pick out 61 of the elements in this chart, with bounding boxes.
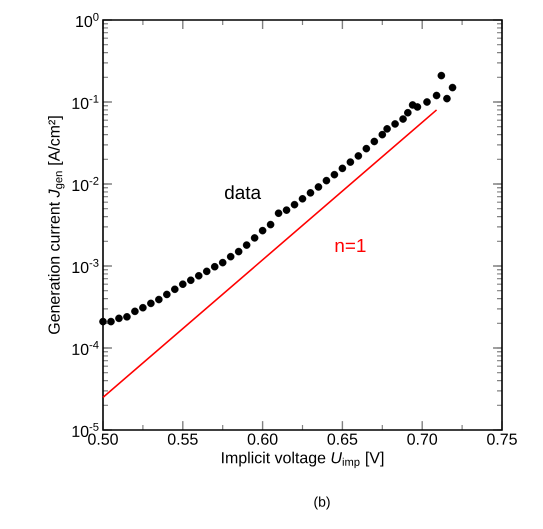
x-axis-title: Implicit voltage U$_{imp}$ [V] — [222, 452, 384, 468]
point — [399, 115, 407, 123]
point — [107, 318, 115, 326]
point — [171, 286, 179, 294]
point — [370, 138, 378, 146]
point — [346, 158, 354, 166]
point — [354, 152, 362, 160]
point — [378, 130, 386, 138]
point — [274, 209, 282, 218]
point — [147, 300, 155, 308]
series-label: data — [225, 185, 262, 200]
x-tick-label: 0.60 — [248, 434, 278, 445]
point — [414, 103, 422, 111]
point — [423, 98, 431, 106]
point — [163, 290, 171, 298]
y-tick-label: 10$^{-1}$ — [72, 94, 98, 110]
point — [194, 272, 203, 280]
point — [234, 248, 242, 256]
y-tick-label: 10$^{-4}$ — [72, 340, 99, 356]
point — [123, 313, 131, 321]
point — [115, 314, 123, 322]
x-tick-label: 0.55 — [168, 434, 198, 445]
point — [226, 252, 234, 260]
point — [218, 258, 226, 266]
point — [391, 120, 399, 128]
text: (b) — [314, 496, 330, 510]
point — [186, 276, 195, 284]
point — [330, 170, 338, 178]
point — [448, 84, 456, 92]
point — [179, 280, 187, 288]
x-tick-label: 0.75 — [487, 434, 517, 445]
series-label: n=1 — [336, 239, 366, 252]
point — [298, 195, 306, 203]
point — [250, 234, 258, 242]
point — [322, 176, 330, 184]
y-axis-title: Generation current J$_{gen}$ [A/cm²] — [48, 116, 64, 334]
point — [131, 308, 139, 316]
y-tick-label: 10$^{-3}$ — [72, 258, 98, 274]
point — [438, 72, 446, 80]
point — [202, 268, 211, 276]
point — [99, 318, 107, 326]
point — [242, 241, 250, 249]
point — [155, 296, 163, 304]
point — [210, 262, 219, 271]
point — [139, 304, 147, 312]
point — [306, 189, 314, 197]
point — [432, 92, 440, 100]
point — [443, 94, 451, 102]
x-tick-label: 0.65 — [328, 434, 358, 445]
y-tick-label: 10$^{-2}$ — [72, 176, 98, 192]
point — [290, 200, 298, 208]
point — [404, 108, 412, 117]
point — [314, 183, 322, 191]
x-tick-label: 0.70 — [407, 434, 438, 445]
point — [362, 144, 370, 152]
y-tick-label: 10$^{0}$ — [76, 12, 99, 28]
point — [258, 226, 266, 234]
point — [338, 164, 346, 172]
point — [383, 125, 391, 133]
point — [266, 220, 274, 228]
point — [282, 206, 290, 214]
